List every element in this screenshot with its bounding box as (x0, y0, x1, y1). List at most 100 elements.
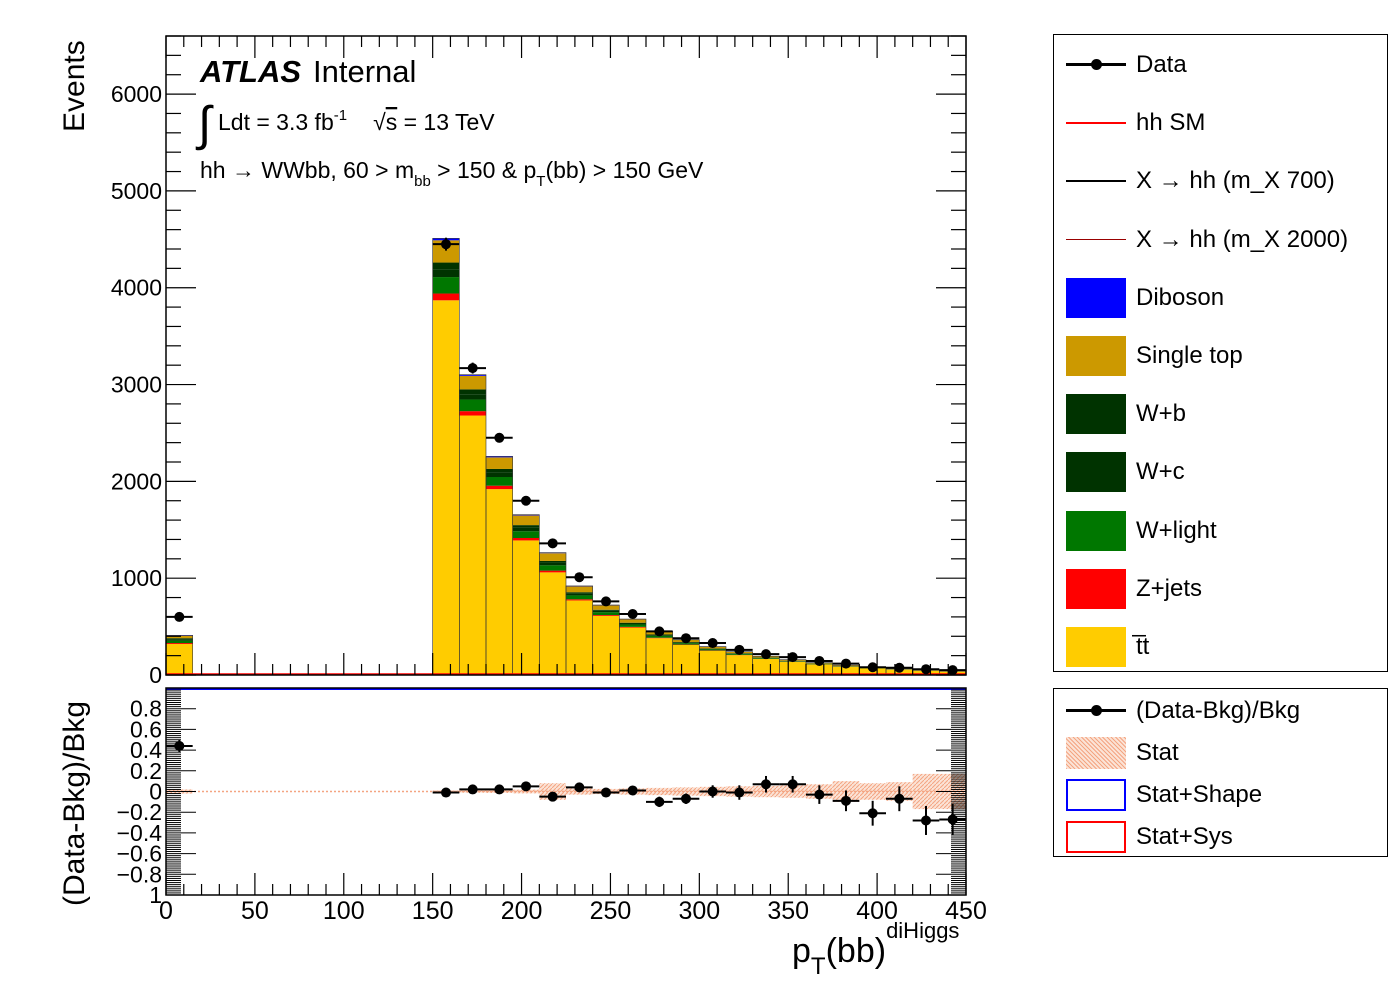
bar-3-12 (486, 472, 513, 478)
xtick-label-0: 0 (159, 897, 173, 925)
bar-4-0 (166, 638, 193, 640)
main-legend-symbol-0 (1066, 45, 1126, 85)
main-legend-label-7: W+c (1136, 458, 1185, 486)
data-point-21 (734, 644, 745, 655)
bar-0-24 (806, 664, 833, 675)
data-point-17 (627, 609, 638, 620)
data-point-26 (867, 662, 878, 673)
bar-3-15 (566, 593, 593, 596)
data-point-29 (947, 665, 958, 676)
bot-ytick-label-2: −0.6 (117, 841, 162, 867)
ratio-legend-entry-1: Stat (1054, 733, 1387, 773)
main-legend-label-5: Single top (1136, 342, 1243, 369)
bar-2-12 (486, 477, 513, 486)
bar-5-12 (486, 457, 513, 469)
lumi-text: Ldt = 3.3 fb-1 √s = 13 TeV (218, 107, 495, 135)
bar-4-13 (512, 525, 540, 528)
top-ytick-label-0: 0 (149, 662, 162, 688)
data-point-15 (574, 572, 585, 583)
bar-5-14 (539, 553, 566, 561)
ratio-panel: 1−0.8−0.6−0.4−0.200.20.40.60.8 0 50 100 150… (58, 687, 987, 980)
main-legend-entry-8: W+light (1054, 510, 1387, 551)
data-point-14 (547, 538, 558, 549)
bot-ytick-label-3: −0.4 (117, 820, 163, 846)
ratio-point-7 (601, 787, 611, 798)
bar-5-11 (459, 375, 486, 390)
data-point-24 (814, 655, 825, 666)
ratio-point-4 (521, 781, 531, 792)
data-point-16 (601, 596, 611, 607)
bar-2-11 (459, 399, 486, 412)
ratio-point-10 (681, 793, 691, 804)
main-legend-symbol-10 (1066, 627, 1126, 667)
bar-5-17 (619, 619, 646, 623)
bar-5-16 (592, 605, 620, 610)
integral-sign: ∫ (195, 98, 214, 151)
main-legend-symbol-1 (1066, 103, 1126, 143)
xtick-label-200: 200 (501, 897, 543, 925)
stat-band-17 (859, 783, 886, 800)
main-legend-entry-1: hh SM (1054, 103, 1387, 143)
ratio-point-8 (627, 785, 638, 796)
stacked-bars (165, 238, 967, 676)
data-point-23 (787, 652, 798, 663)
data-point-25 (841, 658, 851, 669)
top-ytick-label-1000: 1000 (111, 565, 162, 591)
ratio-point-13 (761, 779, 771, 790)
ratio-legend-symbol-3 (1066, 817, 1126, 857)
bar-2-16 (592, 612, 620, 616)
xtick-label-450: 450 (945, 897, 987, 925)
selection-text: hh → WWbb, 60 > mbb > 150 & pT(bb) > 150… (200, 157, 704, 190)
main-legend-label-4: Diboson (1136, 283, 1225, 311)
main-legend-symbol-9 (1066, 568, 1126, 609)
bar-1-12 (486, 485, 513, 490)
bar-1-10 (432, 293, 460, 301)
main-legend-label-1: hh SM (1136, 109, 1206, 137)
bar-1-14 (539, 570, 566, 573)
main-legend-entry-6: W+b (1054, 394, 1387, 435)
ratio-point-3 (494, 784, 505, 795)
bar-4-11 (459, 389, 486, 395)
data-point-18 (654, 626, 665, 637)
bar-5-0 (166, 635, 193, 639)
top-ytick-label-5000: 5000 (111, 178, 162, 204)
ratio-legend-symbol-1 (1066, 733, 1126, 773)
bar-3-11 (459, 394, 486, 400)
bar-4-12 (486, 468, 513, 473)
bot-ytick-label-8: 0.6 (130, 716, 162, 742)
bot-ytick-label-4: −0.2 (117, 799, 162, 825)
bar-5-13 (512, 515, 540, 526)
data-point-12 (494, 432, 505, 443)
xtick-label-150: 150 (412, 897, 454, 925)
bot-ytick-label-9: 0.8 (130, 696, 162, 722)
bar-1-11 (459, 411, 486, 416)
main-legend-label-3: X → hh (m_X 2000) (1136, 225, 1349, 253)
ratio-point-14 (787, 779, 798, 790)
data-point-20 (707, 638, 718, 649)
bar-0-16 (592, 615, 620, 675)
top-ytick-label-2000: 2000 (111, 468, 162, 494)
xtick-label-350: 350 (767, 897, 809, 925)
main-legend-label-6: W+b (1136, 400, 1187, 428)
x-tick-labels: 0 50 100 150 200 250 300 350 400 450 (159, 897, 987, 925)
bar-6-12 (486, 456, 513, 458)
bar-0-13 (512, 540, 540, 675)
bar-4-17 (619, 622, 646, 624)
atlas-status: Internal (313, 54, 416, 89)
bar-2-20 (699, 649, 726, 651)
data-point-13 (521, 495, 531, 506)
main-legend-symbol-3 (1066, 220, 1126, 260)
ratio-legend-entry-2: Stat+Shape (1054, 775, 1387, 815)
bar-6-13 (512, 514, 540, 516)
bar-1-13 (512, 538, 540, 541)
bot-ytick-label-5: 0 (149, 779, 162, 805)
xtick-label-50: 50 (241, 897, 269, 925)
ratio-point-16 (841, 795, 851, 806)
data-point-19 (681, 633, 691, 644)
ratio-y-axis-title: (Data-Bkg)/Bkg (58, 701, 91, 906)
bar-3-16 (592, 610, 620, 613)
bar-0-23 (779, 661, 806, 675)
main-legend-symbol-8 (1066, 510, 1126, 551)
bar-0-17 (619, 627, 646, 675)
